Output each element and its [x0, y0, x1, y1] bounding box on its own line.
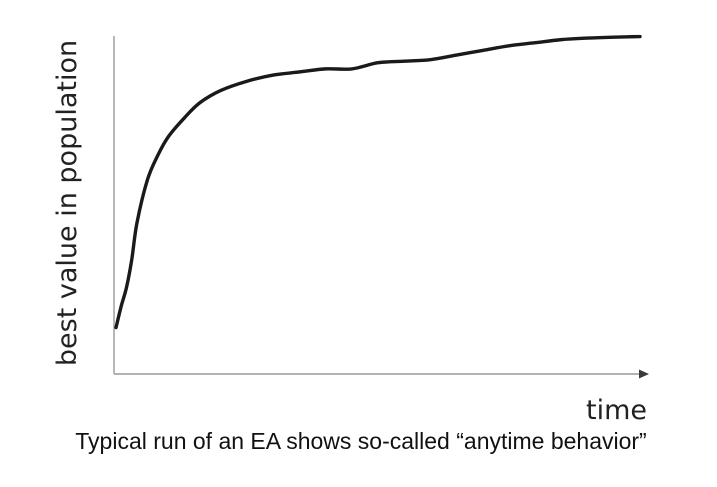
y-axis-label: best value in population [52, 40, 83, 366]
series-line [114, 34, 642, 330]
x-axis-arrow [639, 369, 649, 379]
chart-caption: Typical run of an EA shows so-called “an… [75, 428, 646, 454]
plot-axes [113, 36, 649, 379]
x-axis-label: time [586, 395, 647, 426]
